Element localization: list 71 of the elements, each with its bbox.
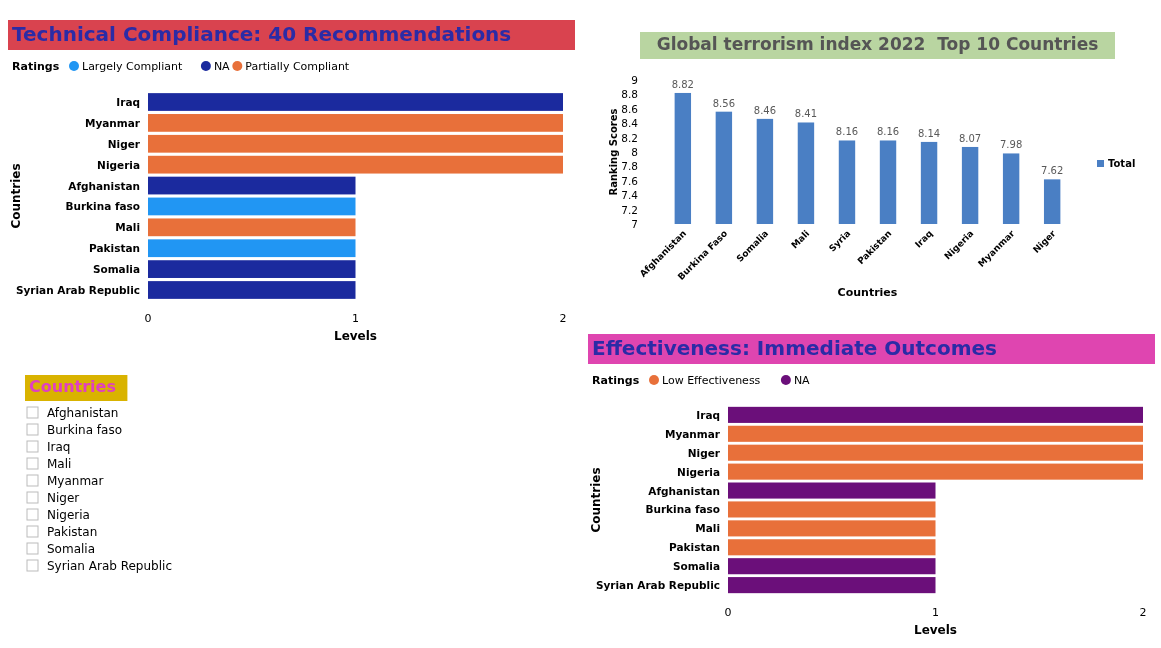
x-axis-title: Countries — [837, 286, 898, 299]
y-tick-label: 7.2 — [621, 203, 638, 216]
y-tick-label: Afghanistan — [68, 179, 140, 192]
x-tick-label: 0 — [724, 606, 732, 619]
chart-title: Effectiveness: Immediate Outcomes — [592, 336, 998, 360]
legend-label: Largely Compliant — [82, 60, 183, 73]
text: Afghanistan — [47, 406, 119, 420]
x-axis-title: Levels — [333, 329, 378, 343]
legend-label: Low Effectiveness — [662, 374, 761, 387]
data-label: 8.82 — [671, 78, 694, 90]
text: Mali — [47, 457, 72, 471]
data-label: 8.46 — [753, 104, 777, 116]
y-tick-label: Somalia — [672, 560, 720, 573]
x-tick-label: 1 — [352, 312, 359, 325]
y-tick-label: Nigeria — [97, 158, 140, 171]
y-tick-label: Burkina faso — [645, 503, 720, 516]
y-tick-label: Pakistan — [669, 541, 720, 554]
y-tick-label: Myanmar — [84, 116, 141, 129]
y-tick-label: Myanmar — [664, 427, 721, 440]
y-tick-label: Iraq — [116, 96, 140, 109]
y-tick-label: Syrian Arab Republic — [595, 579, 720, 592]
y-axis-title: Countries — [589, 467, 603, 533]
text: Pakistan — [47, 525, 98, 539]
y-tick-label: 7.6 — [621, 174, 639, 187]
text: Countries — [29, 377, 116, 396]
data-label: 8.07 — [958, 132, 982, 144]
legend-label: NA — [213, 60, 231, 73]
text: Iraq — [47, 440, 71, 454]
x-axis-title: Levels — [913, 623, 958, 637]
y-tick-label: 8.8 — [621, 88, 638, 101]
y-axis-title: Countries — [9, 163, 23, 229]
y-axis-title: Ranking Scores — [608, 108, 619, 196]
x-tick-label: 0 — [144, 312, 152, 325]
text: Myanmar — [47, 474, 104, 488]
chart-title: Global terrorism index 2022 Top 10 Countries — [656, 34, 1099, 54]
y-tick-label: 8.2 — [621, 131, 638, 144]
y-tick-label: Nigeria — [677, 465, 720, 478]
y-tick-label: 8.6 — [621, 102, 639, 115]
legend-label: Total — [1108, 158, 1136, 169]
y-tick-label: 7.8 — [621, 160, 638, 173]
y-tick-label: 7 — [631, 218, 638, 230]
chart-title: Technical Compliance: 40 Recommendations — [12, 22, 512, 46]
y-tick-label: Mali — [695, 522, 720, 535]
y-tick-label: Niger — [107, 137, 141, 150]
data-label: 7.62 — [1041, 165, 1064, 177]
text: Nigeria — [47, 508, 90, 522]
x-tick-label: 2 — [559, 312, 567, 325]
data-label: 7.98 — [1000, 139, 1023, 151]
legend-title: Ratings — [12, 60, 60, 73]
data-label: 8.16 — [835, 126, 859, 138]
y-tick-label: 9 — [631, 74, 638, 86]
y-tick-label: 7.4 — [621, 189, 639, 202]
data-label: 8.41 — [794, 108, 818, 120]
x-tick-label: 2 — [1139, 606, 1147, 619]
y-tick-label: Burkina faso — [65, 200, 140, 213]
text: Burkina faso — [47, 423, 122, 437]
y-tick-label: Iraq — [696, 408, 720, 421]
text: Niger — [47, 491, 80, 505]
y-tick-label: 8 — [631, 146, 638, 158]
legend-label: NA — [793, 374, 811, 387]
x-tick-label: 1 — [932, 606, 939, 619]
y-tick-label: 8.4 — [621, 117, 639, 130]
data-label: 8.56 — [712, 97, 735, 109]
data-label: 8.16 — [876, 126, 900, 138]
y-tick-label: Niger — [687, 446, 721, 459]
y-tick-label: Syrian Arab Republic — [15, 283, 140, 296]
data-label: 8.14 — [917, 127, 941, 139]
legend-label: Partially Compliant — [245, 60, 350, 73]
y-tick-label: Afghanistan — [648, 484, 720, 497]
legend-title: Ratings — [592, 374, 640, 387]
text: Somalia — [47, 542, 96, 556]
